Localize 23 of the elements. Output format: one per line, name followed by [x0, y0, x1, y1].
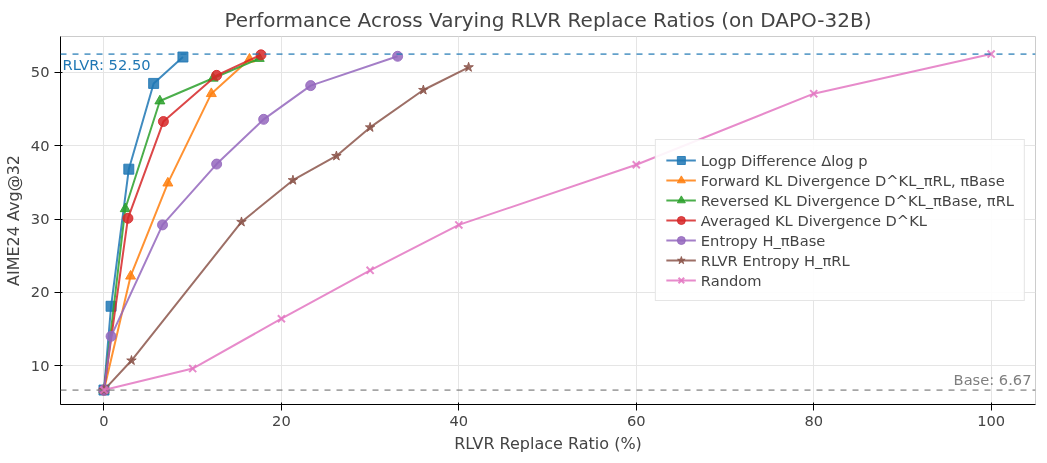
ref-line-label: RLVR: 52.50 — [62, 56, 151, 74]
x-tick-label: 0 — [99, 411, 109, 429]
legend-label: Forward KL Divergence D^KL_πRL, πBase — [700, 171, 1005, 189]
legend-label: Reversed KL Divergence D^KL_πBase, πRL — [700, 191, 1014, 209]
ref-line-label: Base: 6.67 — [953, 371, 1032, 389]
x-tick-label: 60 — [626, 411, 646, 429]
legend-label: Entropy H_πBase — [700, 231, 826, 249]
x-tick-label: 20 — [272, 411, 291, 429]
x-tick-label: 100 — [977, 411, 1006, 429]
y-tick-label: 20 — [30, 283, 50, 301]
x-tick-label: 80 — [804, 411, 824, 429]
x-axis-title: RLVR Replace Ratio (%) — [454, 433, 642, 453]
legend-label: Averaged KL Divergence D^KL — [700, 211, 927, 229]
legend-label: Logp Difference Δlog p — [700, 151, 868, 169]
legend-label: RLVR Entropy H_πRL — [700, 251, 850, 269]
legend-label: Random — [700, 271, 762, 289]
chart-title: Performance Across Varying RLVR Replace Ratios (on DAPO-32B) — [224, 7, 872, 32]
y-axis-title: AIME24 Avg@32 — [3, 154, 23, 287]
y-tick-label: 50 — [30, 63, 50, 81]
y-tick-label: 10 — [30, 356, 50, 374]
y-tick-label: 30 — [30, 210, 50, 228]
x-tick-label: 40 — [449, 411, 469, 429]
y-tick-label: 40 — [30, 136, 50, 154]
